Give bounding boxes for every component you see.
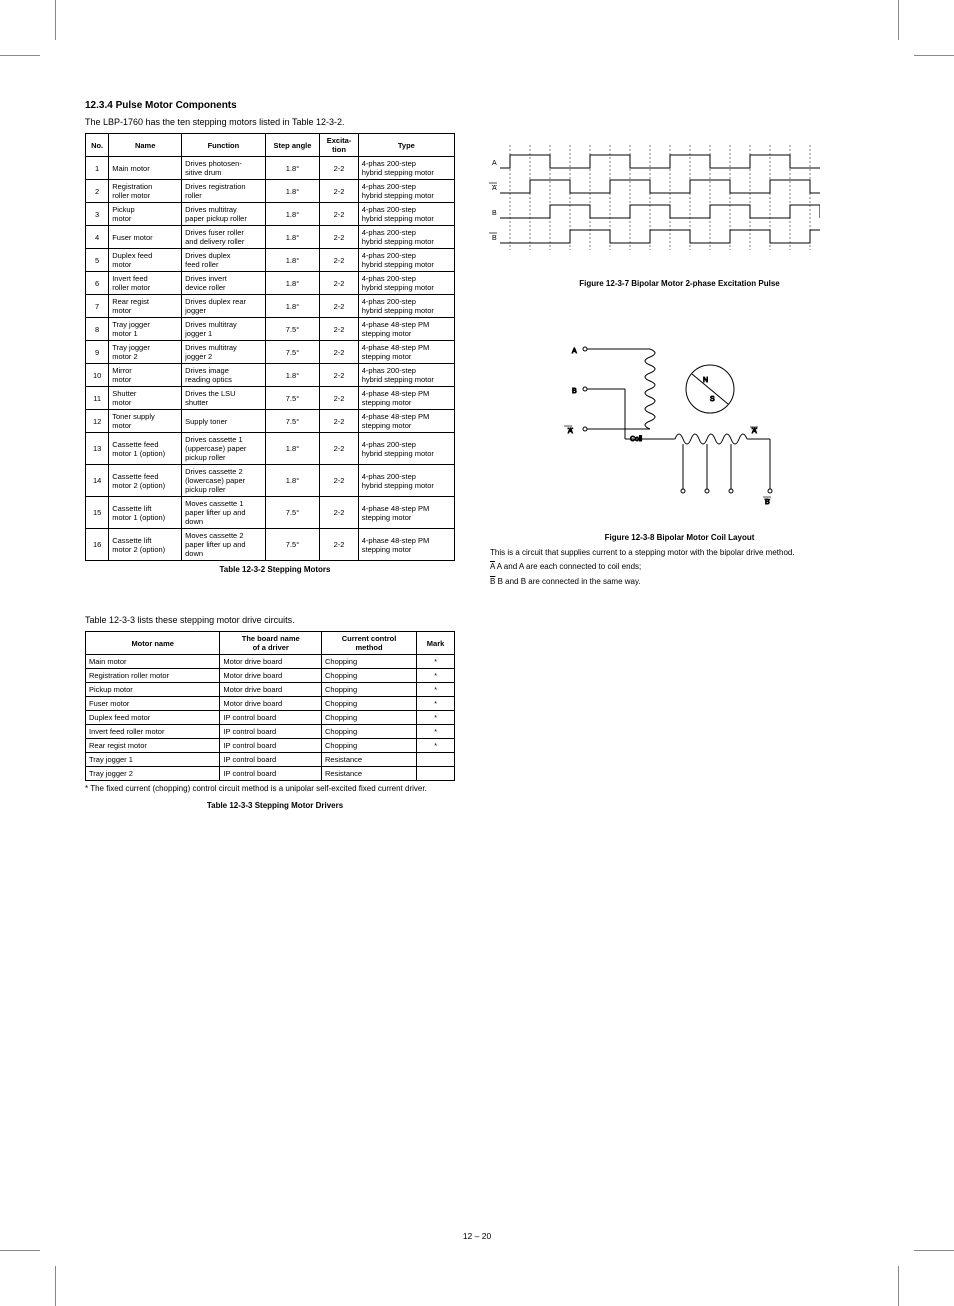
table-row: 8Tray jogger motor 1Drives multitray jog…: [86, 318, 455, 341]
svg-text:A: A: [572, 348, 577, 355]
figure-subtext-3: B B and B are connected in the same way.: [490, 577, 869, 587]
motors-table: No. Name Function Step angle Excita- tio…: [85, 133, 455, 561]
col-name: Name: [109, 134, 182, 157]
section-paragraph: The LBP-1760 has the ten stepping motors…: [85, 117, 455, 127]
figure-subtext-2: A A and A are each connected to coil end…: [490, 562, 869, 572]
page: 12.3.4 Pulse Motor Components The LBP-17…: [0, 0, 954, 1306]
motor-coil-diagram: A B A Coil: [480, 329, 869, 587]
svg-text:B: B: [492, 210, 497, 217]
svg-text:A: A: [568, 428, 573, 435]
col-mark: Mark: [417, 632, 455, 655]
col-function: Function: [182, 134, 266, 157]
col-excitation: Excita- tion: [320, 134, 358, 157]
table-row: 7Rear regist motorDrives duplex rear jog…: [86, 295, 455, 318]
table-row: Invert feed roller motorIP control board…: [86, 725, 455, 739]
col-step: Step angle: [265, 134, 320, 157]
crop-mark: [914, 1250, 954, 1251]
table-row: 1Main motorDrives photosen- sitive drum1…: [86, 157, 455, 180]
table-row: 14Cassette feed motor 2 (option)Drives c…: [86, 465, 455, 497]
svg-text:B: B: [492, 235, 497, 242]
col-no: No.: [86, 134, 109, 157]
timing-diagram: A A B B Figure 12-: [480, 140, 869, 289]
svg-text:B: B: [572, 388, 577, 395]
table-row: Main motorMotor drive boardChopping*: [86, 655, 455, 669]
page-number: 12 – 20: [463, 1231, 491, 1241]
col-board: The board name of a driver: [220, 632, 322, 655]
svg-text:A: A: [752, 428, 757, 435]
table2-caption: Table 12-3-3 Stepping Motor Drivers: [95, 801, 455, 811]
svg-text:N: N: [703, 377, 708, 384]
table-row: 16Cassette lift motor 2 (option)Moves ca…: [86, 529, 455, 561]
figure-subtext-1: This is a circuit that supplies current …: [490, 548, 869, 558]
crop-mark: [0, 1250, 40, 1251]
svg-text:A: A: [492, 160, 497, 167]
svg-text:A: A: [492, 185, 497, 192]
col-method: Current control method: [322, 632, 417, 655]
col-motorname: Motor name: [86, 632, 220, 655]
table-row: 15Cassette lift motor 1 (option)Moves ca…: [86, 497, 455, 529]
table-row: 9Tray jogger motor 2Drives multitray jog…: [86, 341, 455, 364]
table-row: 5Duplex feed motorDrives duplex feed rol…: [86, 249, 455, 272]
table-row: Rear regist motorIP control boardChoppin…: [86, 739, 455, 753]
drivers-table: Motor name The board name of a driver Cu…: [85, 631, 455, 781]
crop-mark: [0, 55, 40, 56]
svg-text:S: S: [710, 396, 715, 403]
table1-caption: Table 12-3-2 Stepping Motors: [95, 565, 455, 575]
table-row: Tray jogger 2IP control boardResistance: [86, 767, 455, 781]
table-row: 2Registration roller motorDrives registr…: [86, 180, 455, 203]
section-heading: 12.3.4 Pulse Motor Components: [85, 100, 455, 111]
table-row: Pickup motorMotor drive boardChopping*: [86, 683, 455, 697]
table-row: 12Toner supply motorSupply toner7.5°2-24…: [86, 410, 455, 433]
table-row: 13Cassette feed motor 1 (option)Drives c…: [86, 433, 455, 465]
figure-caption-2: Figure 12-3-8 Bipolar Motor Coil Layout: [490, 533, 869, 543]
table-row: 4Fuser motorDrives fuser roller and deli…: [86, 226, 455, 249]
svg-text:B: B: [765, 499, 770, 506]
table-row: Fuser motorMotor drive boardChopping*: [86, 697, 455, 711]
table-row: Duplex feed motorIP control boardChoppin…: [86, 711, 455, 725]
table-row: 3Pickup motorDrives multitray paper pick…: [86, 203, 455, 226]
section2-heading: Table 12-3-3 lists these stepping motor …: [85, 615, 455, 625]
table-row: 10Mirror motorDrives image reading optic…: [86, 364, 455, 387]
crop-mark: [898, 1266, 899, 1306]
content: 12.3.4 Pulse Motor Components The LBP-17…: [70, 55, 884, 812]
crop-mark: [898, 0, 899, 40]
table-row: 6Invert feed roller motorDrives invert d…: [86, 272, 455, 295]
table-row: Registration roller motorMotor drive boa…: [86, 669, 455, 683]
crop-mark: [914, 55, 954, 56]
table-row: 11Shutter motorDrives the LSU shutter7.5…: [86, 387, 455, 410]
footnote: * The fixed current (chopping) control c…: [85, 784, 455, 793]
crop-mark: [55, 1266, 56, 1306]
table-row: Tray jogger 1IP control boardResistance: [86, 753, 455, 767]
figure-caption-1: Figure 12-3-7 Bipolar Motor 2-phase Exci…: [490, 279, 869, 289]
crop-mark: [55, 0, 56, 40]
col-type: Type: [358, 134, 454, 157]
